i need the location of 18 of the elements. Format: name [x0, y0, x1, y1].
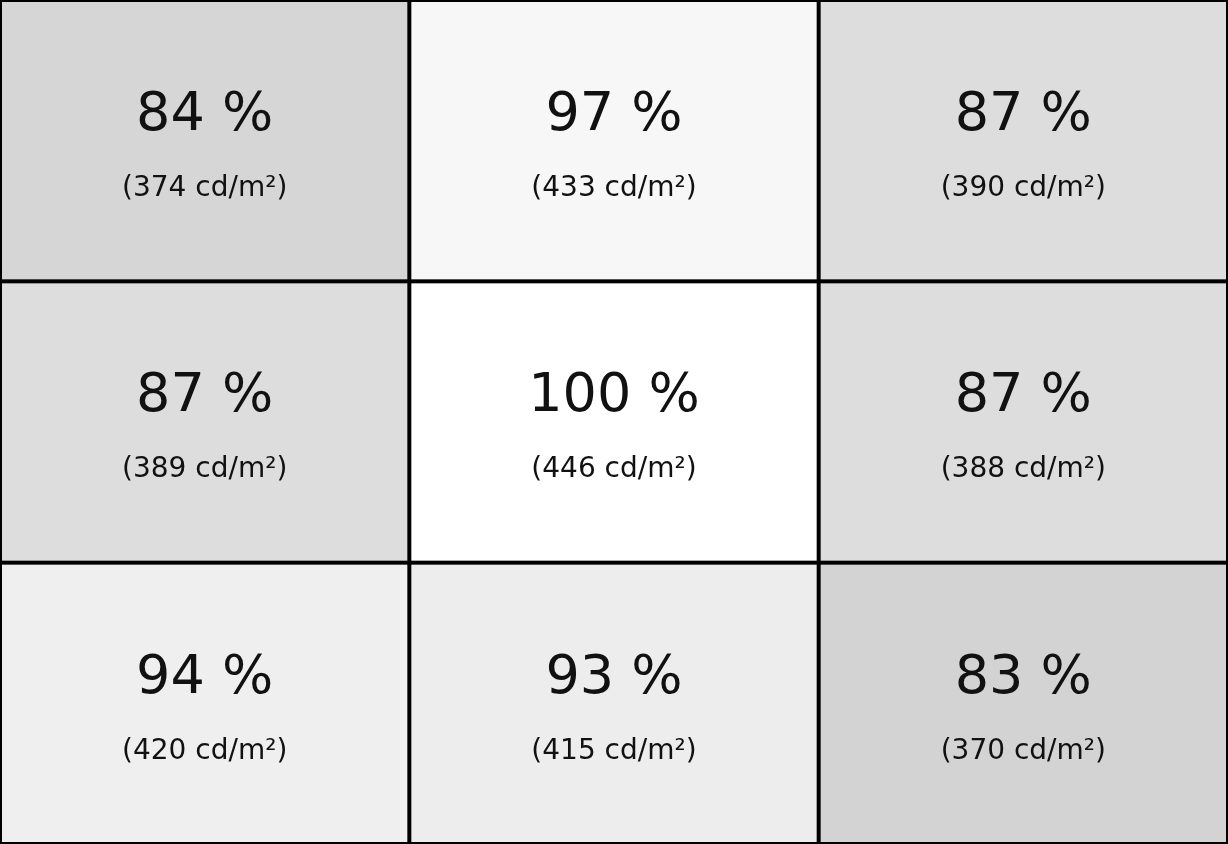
annotation: (389 cd/m²) [122, 451, 288, 485]
annotation: (370 cd/m²) [940, 732, 1106, 766]
annotation: (420 cd/m²) [122, 732, 288, 766]
data-label: 93 % [545, 642, 683, 706]
annotation: (390 cd/m²) [940, 170, 1106, 203]
annotation: (388 cd/m²) [940, 451, 1106, 485]
data-label: 87 % [954, 80, 1092, 143]
annotation: (433 cd/m²) [531, 170, 697, 203]
data-label: 94 % [136, 642, 274, 706]
data-label: 100 % [528, 361, 700, 425]
data-label: 97 % [545, 80, 683, 143]
annotation: (415 cd/m²) [531, 732, 697, 766]
data-label: 83 % [954, 642, 1092, 706]
annotation: (446 cd/m²) [531, 451, 697, 485]
data-label: 87 % [954, 361, 1092, 425]
data-label: 87 % [136, 361, 274, 425]
annotation: (374 cd/m²) [122, 170, 288, 203]
data-label: 84 % [136, 80, 274, 143]
